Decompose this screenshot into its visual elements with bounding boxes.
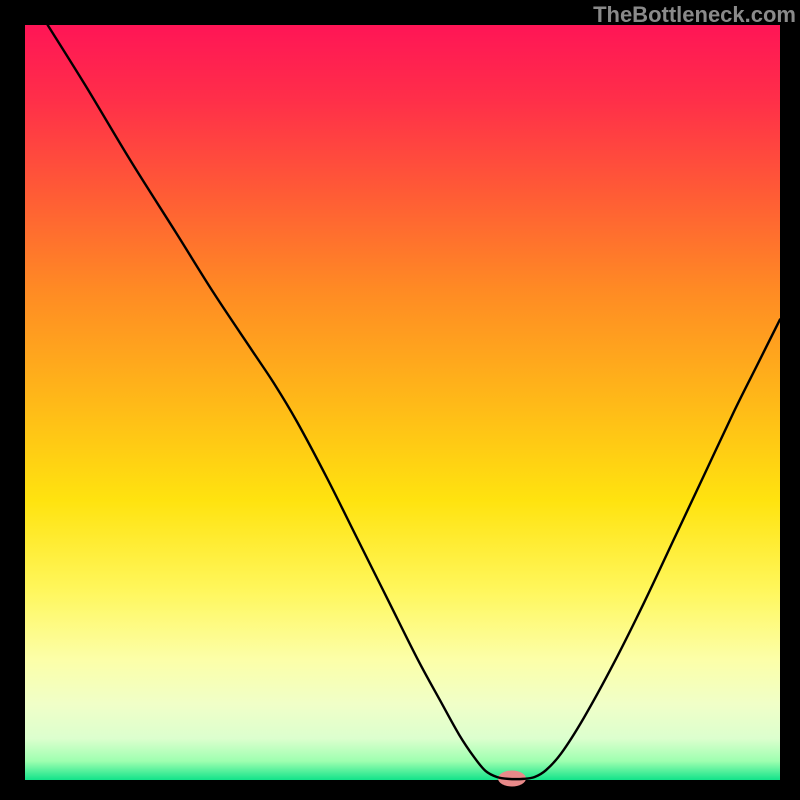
bottleneck-chart (0, 0, 800, 800)
gradient-background (25, 25, 780, 780)
chart-container: TheBottleneck.com (0, 0, 800, 800)
